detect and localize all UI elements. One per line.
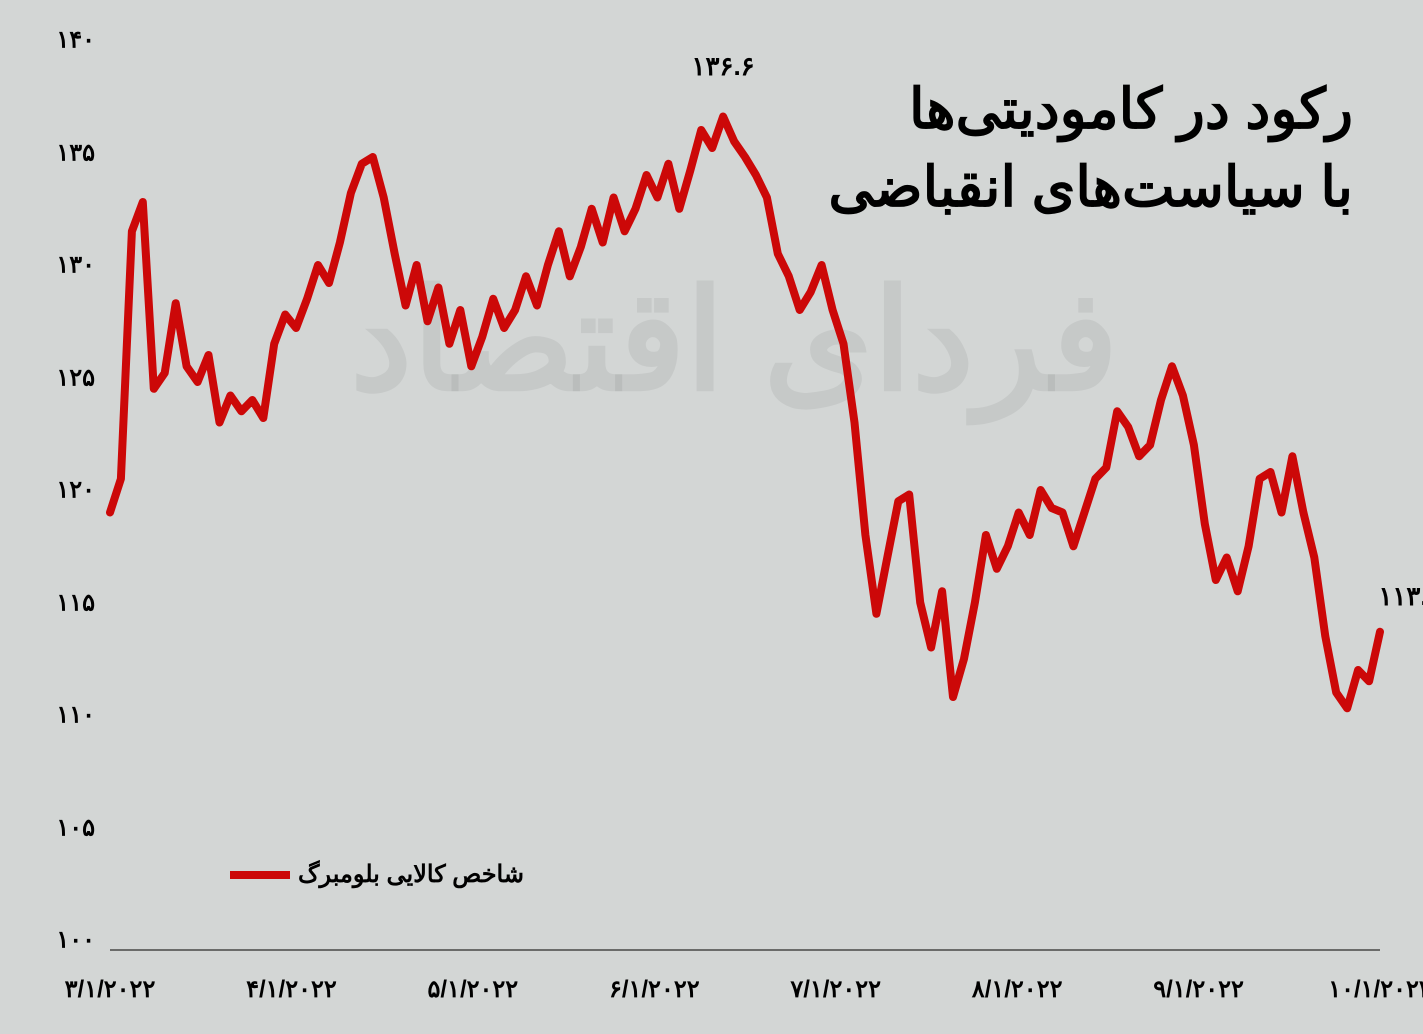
data-point-annotation: ۱۱۳.۷ xyxy=(1378,581,1423,612)
chart-title: رکود در کامودیتی‌ها با سیاست‌های انقباضی xyxy=(653,70,1353,227)
legend-swatch xyxy=(230,871,290,879)
legend-label: شاخص کالایی بلومبرگ xyxy=(298,860,524,889)
chart-container: فردای اقتصاد ۱۰۰۱۰۵۱۱۰۱۱۵۱۲۰۱۲۵۱۳۰۱۳۵۱۴۰… xyxy=(0,0,1423,1034)
legend: شاخص کالایی بلومبرگ xyxy=(230,860,524,889)
chart-title-line-1: رکود در کامودیتی‌ها xyxy=(653,70,1353,148)
chart-title-line-2: با سیاست‌های انقباضی xyxy=(653,148,1353,226)
data-point-annotation: ۱۳۶.۶ xyxy=(692,51,755,82)
